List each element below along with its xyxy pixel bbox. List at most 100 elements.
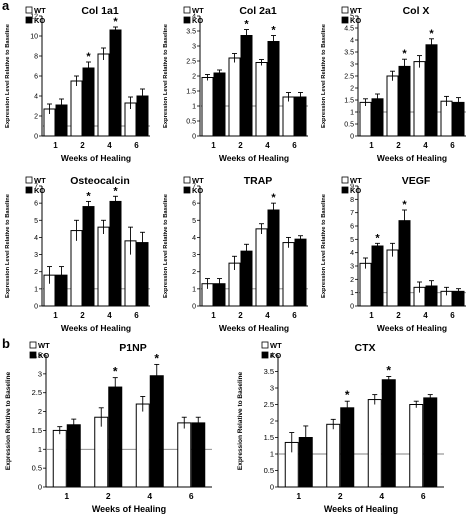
trap-y-tick-label: 7 (192, 184, 196, 191)
col-2a1-bar-ko-week-2 (240, 35, 253, 137)
ctx-category-label: 1 (296, 491, 301, 501)
osteocalcin-x-label: Weeks of Healing (61, 323, 131, 333)
col-x-bar-wt-week-4 (413, 61, 426, 137)
col-1a1-y-tick-label: 6 (34, 74, 38, 81)
trap-y-label: Expression Level Relative to Baseline (163, 193, 169, 298)
p1np-y-label: Expression Relative to Baseline (5, 371, 12, 470)
col-2a1-legend-swatch-ko (183, 16, 191, 24)
ctx-legend-swatch-wt (261, 341, 269, 349)
osteocalcin-y-tick-label: 1 (34, 286, 38, 293)
col-x-y-tick-label: 5 (350, 14, 354, 21)
col-x-y-tick-label: 4.5 (344, 26, 354, 33)
col-2a1-x-label: Weeks of Healing (219, 153, 289, 163)
osteocalcin-y-tick-label: 0 (34, 304, 38, 311)
trap-y-tick-label: 3 (192, 252, 196, 259)
vegf-category-label: 2 (396, 311, 401, 320)
vegf-chart: 0 1 2 3 4 5 6 7 8 9 1 * 2 * 4 6 VEGF Weeks of Healing Expr… (321, 175, 466, 333)
vegf-y-label: Expression Level Relative to Baseline (321, 193, 327, 298)
trap-y-tick-label: 5 (192, 218, 196, 225)
ctx-x-label: Weeks of Healing (324, 504, 398, 514)
osteocalcin-chart: 0 1 2 3 4 5 6 7 1 2 * 4 * 6 Osteocalcin Weeks of Healin… (5, 175, 150, 333)
p1np-legend-swatch-wt (29, 341, 37, 349)
col-x-y-label: Expression Level Relative to Baseline (321, 23, 327, 128)
col-x-x-label: Weeks of Healing (377, 153, 447, 163)
osteocalcin-bar-wt-week-4 (97, 226, 110, 307)
osteocalcin-y-tick-label: 4 (34, 235, 38, 242)
col-2a1-y-tick-label: 3.5 (186, 29, 196, 36)
ctx-y-tick-label: 4 (270, 351, 274, 360)
col-2a1-y-tick-label: 2 (192, 74, 196, 81)
trap-y-tick-label: 0 (192, 304, 196, 311)
col-1a1-legend-label-ko: KO (34, 16, 45, 25)
ctx-category-label: 6 (421, 491, 426, 501)
vegf-y-tick-label: 8 (350, 197, 354, 204)
col-2a1-legend-label-ko: KO (192, 16, 203, 25)
col-2a1-y-tick-label: 0 (192, 134, 196, 141)
col-2a1-significance-star: * (244, 19, 249, 31)
p1np-chart: 0 0.5 1 1.5 2 2.5 3 3.5 1 2 * 4 * 6 P1NP Weeks of Heali… (5, 341, 212, 514)
col-x-y-tick-label: 2.5 (344, 74, 354, 81)
trap-x-label: Weeks of Healing (219, 323, 289, 333)
vegf-y-tick-label: 0 (350, 304, 354, 311)
vegf-y-tick-label: 2 (350, 277, 354, 284)
col-2a1-bar-wt-week-1 (201, 77, 214, 137)
trap-legend-label-ko: KO (192, 186, 203, 195)
col-2a1-bar-wt-week-2 (228, 57, 241, 137)
col-2a1-bar-ko-week-4 (267, 41, 280, 137)
vegf-title: VEGF (402, 175, 431, 187)
col-x-bar-wt-week-1 (359, 101, 372, 137)
ctx-bar-ko-week-4 (381, 379, 396, 488)
p1np-category-label: 1 (64, 491, 69, 501)
col-x-legend-label-wt: WT (350, 6, 362, 15)
ctx-y-label: Expression Relative to Baseline (237, 371, 244, 470)
ctx-category-label: 4 (379, 491, 384, 501)
col-x-y-tick-label: 0.5 (344, 122, 354, 129)
trap-category-label: 2 (238, 311, 243, 320)
p1np-bar-ko-week-2 (108, 386, 123, 488)
vegf-legend-label-ko: KO (350, 186, 361, 195)
trap-bar-wt-week-6 (282, 242, 295, 307)
osteocalcin-y-tick-label: 6 (34, 201, 38, 208)
p1np-category-label: 6 (189, 491, 194, 501)
col-2a1-y-tick-label: 1.5 (186, 89, 196, 96)
col-2a1-y-tick-label: 4 (192, 14, 196, 21)
col-1a1-category-label: 2 (80, 141, 85, 150)
ctx-legend-label-wt: WT (270, 341, 282, 350)
vegf-legend-swatch-ko (341, 186, 349, 194)
col-x-category-label: 6 (450, 141, 455, 150)
col-x-y-tick-label: 3 (350, 62, 354, 69)
col-2a1-legend-swatch-wt (183, 6, 191, 14)
ctx-significance-star: * (345, 388, 350, 402)
col-2a1-bar-wt-week-4 (255, 62, 268, 137)
trap-legend-swatch-wt (183, 176, 191, 184)
col-x-category-label: 1 (369, 141, 374, 150)
col-x-bar-wt-week-2 (386, 75, 399, 137)
col-1a1-bar-ko-week-4 (109, 29, 122, 137)
vegf-bar-wt-week-1 (359, 262, 372, 307)
trap-bar-ko-week-2 (240, 250, 253, 307)
osteocalcin-category-label: 4 (107, 311, 112, 320)
col-2a1-y-tick-label: 1 (192, 104, 196, 111)
osteocalcin-y-tick-label: 5 (34, 218, 38, 225)
p1np-title: P1NP (119, 342, 146, 354)
p1np-legend-label-ko: KO (38, 351, 49, 360)
panel-label-b: b (2, 336, 10, 351)
osteocalcin-category-label: 6 (134, 311, 139, 320)
col-1a1-bar-wt-week-2 (70, 80, 83, 137)
vegf-y-tick-label: 5 (350, 237, 354, 244)
trap-legend-swatch-ko (183, 186, 191, 194)
panel-label-a: a (2, 0, 10, 13)
ctx-y-tick-label: 1 (270, 450, 274, 459)
p1np-bar-wt-week-2 (94, 416, 109, 488)
trap-significance-star: * (271, 192, 276, 204)
p1np-bar-wt-week-4 (135, 403, 150, 488)
osteocalcin-y-tick-label: 2 (34, 269, 38, 276)
p1np-bar-ko-week-4 (149, 375, 164, 488)
trap-y-tick-label: 1 (192, 286, 196, 293)
col-2a1-category-label: 1 (211, 141, 216, 150)
col-2a1-category-label: 2 (238, 141, 243, 150)
col-2a1-bar-ko-week-1 (213, 72, 226, 137)
col-x-legend-swatch-ko (341, 16, 349, 24)
ctx-chart: 0 0.5 1 1.5 2 2.5 3 3.5 4 1 2 * 4 * 6 CTX Weeks of Heali… (237, 341, 444, 514)
col-1a1-y-tick-label: 12 (30, 14, 38, 21)
